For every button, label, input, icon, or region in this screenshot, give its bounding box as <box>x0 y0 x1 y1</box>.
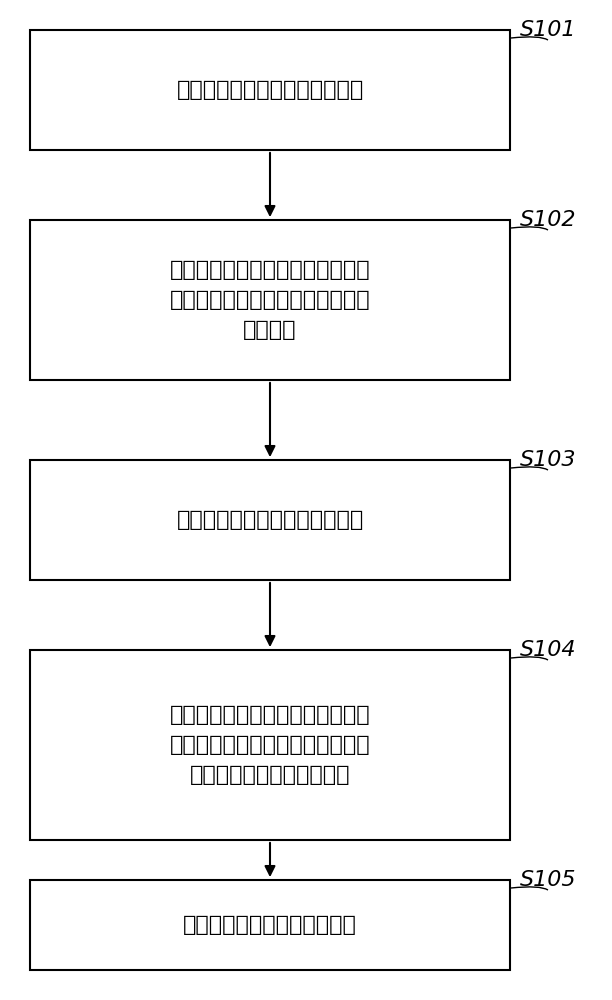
Text: 获取音频输入信号，并确定当前应
用场景以及当前应用场景所需音频
输出信号: 获取音频输入信号，并确定当前应 用场景以及当前应用场景所需音频 输出信号 <box>170 260 370 340</box>
Bar <box>30 30 510 150</box>
Bar <box>30 460 510 580</box>
Text: 确定超指向差分波束形成权系数: 确定超指向差分波束形成权系数 <box>176 80 364 100</box>
Text: S101: S101 <box>520 20 577 40</box>
Text: S104: S104 <box>520 640 577 660</box>
Text: 输出超指向差分波束形成信号: 输出超指向差分波束形成信号 <box>183 915 357 935</box>
Bar <box>30 220 510 380</box>
Bar <box>30 650 510 840</box>
Text: 利用获取的权系数对音频输入信号
进行超指向差分波束形成处理，得
到超指向差分波束形成信号: 利用获取的权系数对音频输入信号 进行超指向差分波束形成处理，得 到超指向差分波束… <box>170 705 370 785</box>
Text: S102: S102 <box>520 210 577 230</box>
Text: S105: S105 <box>520 870 577 890</box>
Bar <box>30 880 510 970</box>
Text: S103: S103 <box>520 450 577 470</box>
Text: 获取当前应用场景对应的权系数: 获取当前应用场景对应的权系数 <box>176 510 364 530</box>
